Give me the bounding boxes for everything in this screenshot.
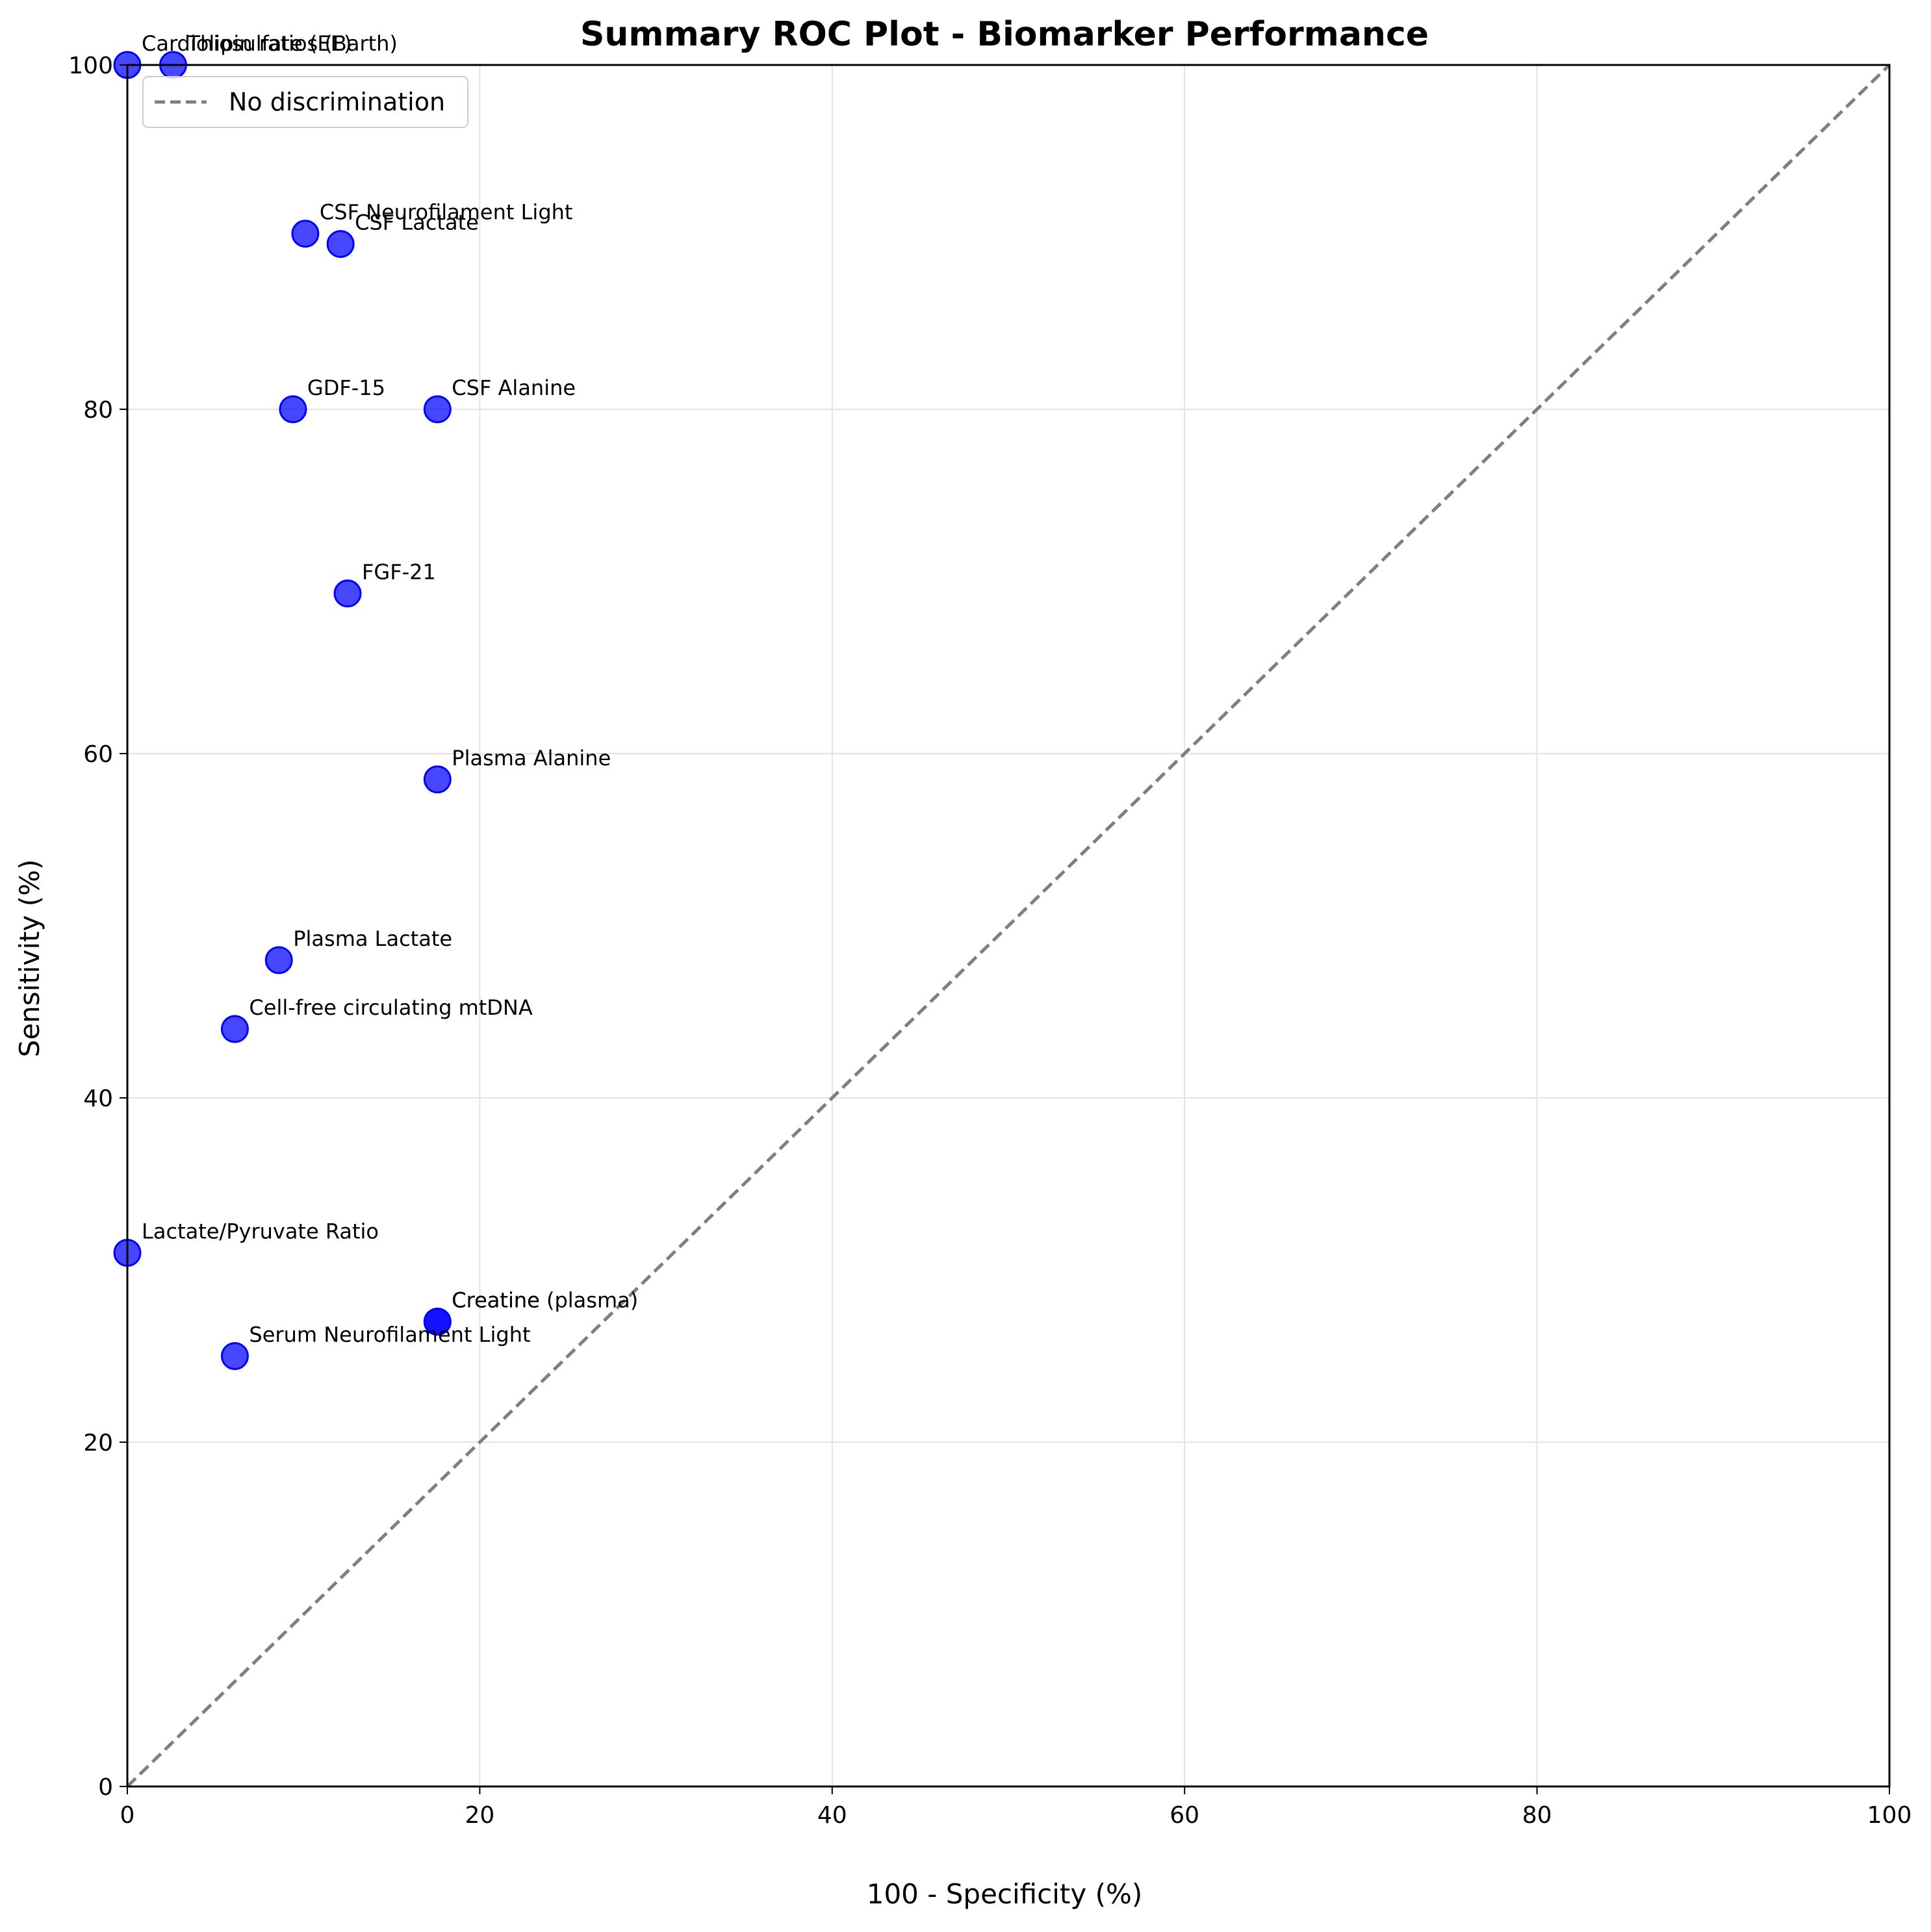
data-point xyxy=(423,765,452,794)
legend: No discrimination xyxy=(142,76,468,128)
y-tick-label: 100 xyxy=(68,53,113,79)
y-tick-label: 80 xyxy=(83,397,113,424)
point-label: Thiosulfate (EE) xyxy=(187,31,352,56)
point-labels: Cardiolipin ratios (Barth)Thiosulfate (E… xyxy=(142,31,638,1347)
no-discrimination-line xyxy=(126,64,1891,1788)
x-axis-label: 100 - Specificity (%) xyxy=(867,1878,1143,1910)
point-label: Serum Neurofilament Light xyxy=(249,1323,530,1347)
data-point xyxy=(291,220,320,248)
grid-lines xyxy=(127,64,1890,1787)
data-point xyxy=(264,946,293,974)
data-point xyxy=(423,1308,452,1336)
y-tick-label: 0 xyxy=(98,1774,113,1801)
legend-entry-no-discrimination: No discrimination xyxy=(229,88,445,116)
reference-line-group xyxy=(126,64,1891,1788)
point-label: Creatine (plasma) xyxy=(452,1288,638,1313)
point-label: Creatine xyxy=(452,1288,540,1313)
point-label: CSF Alanine xyxy=(452,375,576,400)
point-label: FGF-21 xyxy=(362,560,436,585)
data-point xyxy=(220,1342,249,1370)
point-label: Plasma Lactate xyxy=(293,926,452,951)
x-tick-label: 40 xyxy=(817,1802,847,1829)
data-point xyxy=(333,579,362,608)
point-label: Lactate/Pyruvate Ratio xyxy=(142,1219,379,1244)
point-label: CSF Neurofilament Light xyxy=(320,200,573,225)
axis-ticks: 0 20 40 60 80 100 0 20 40 60 80 100 xyxy=(68,53,1912,1829)
legend-box xyxy=(142,76,468,128)
x-tick-label: 0 xyxy=(120,1802,135,1829)
y-tick-label: 40 xyxy=(83,1086,113,1112)
data-point xyxy=(326,230,355,259)
plot-frame xyxy=(126,64,1891,1788)
point-label: GDF-15 xyxy=(307,375,385,400)
data-point xyxy=(279,395,307,424)
data-points xyxy=(113,51,452,1370)
point-label: Cell-free circulating mtDNA xyxy=(249,995,532,1020)
data-point xyxy=(423,395,452,424)
y-tick-label: 60 xyxy=(83,741,113,768)
point-label: Plasma Alanine xyxy=(452,746,611,770)
y-axis-label: Sensitivity (%) xyxy=(14,859,45,1058)
x-tick-label: 80 xyxy=(1522,1802,1552,1829)
chart-title: Summary ROC Plot - Biomarker Performance xyxy=(580,15,1429,54)
data-point xyxy=(220,1015,249,1043)
point-label: CSF Lactate xyxy=(355,210,479,235)
y-tick-label: 20 xyxy=(83,1430,113,1456)
x-tick-label: 100 xyxy=(1867,1802,1912,1829)
x-tick-label: 20 xyxy=(465,1802,494,1829)
point-label: Cardiolipin ratios (Barth) xyxy=(142,31,398,56)
x-tick-label: 60 xyxy=(1170,1802,1199,1829)
